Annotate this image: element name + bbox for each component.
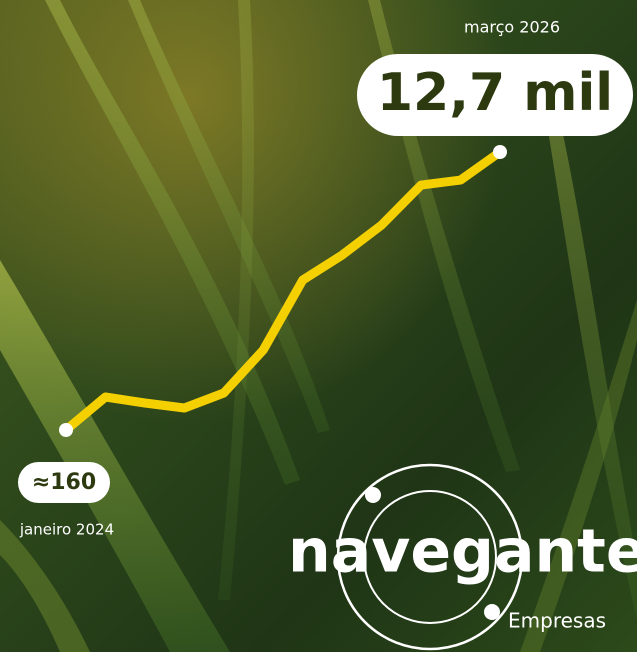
infographic: ≈160 janeiro 2024 março 2026 12,7 mil naveg… [0,0,637,652]
logo-dot [365,487,381,503]
logo-name: navegante [288,517,637,587]
endpoint [59,423,73,437]
date-label: março 2026 [464,18,560,37]
value-label: ≈160 [32,470,96,495]
endpoint [493,145,507,159]
date-label: janeiro 2024 [19,521,114,539]
value-label: 12,7 mil [377,63,613,123]
logo-subtitle: Empresas [508,609,606,633]
logo-dot [484,604,500,620]
